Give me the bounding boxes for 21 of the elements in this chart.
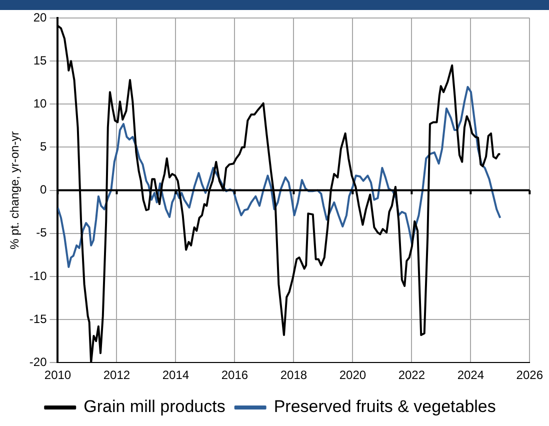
y-tick-label: 0 [40,182,48,197]
y-tick-label: -10 [29,268,48,283]
x-tick-label: 2020 [339,368,366,382]
y-tick-label: -20 [29,354,48,369]
y-tick-label: 20 [33,10,48,24]
x-tick-label: 2026 [516,368,544,382]
x-tick-label: 2022 [398,368,426,382]
y-tick-label: -15 [29,312,48,326]
y-axis-title: % pt. change, yr-on-yr [8,131,22,250]
y-tick-label: 5 [40,140,48,154]
legend-label: Grain mill products [84,397,226,416]
x-tick-label: 2012 [103,368,130,382]
x-tick-label: 2014 [162,368,190,382]
x-tick-label: 2016 [221,368,248,382]
x-tick-label: 2024 [457,368,484,382]
y-tick-label: 10 [33,96,48,110]
x-tick-label: 2010 [44,368,72,382]
legend-label: Preserved fruits & vegetables [274,397,496,416]
y-tick-label: 15 [33,53,48,68]
x-tick-label: 2018 [280,368,308,382]
y-tick-label: -5 [36,226,48,240]
